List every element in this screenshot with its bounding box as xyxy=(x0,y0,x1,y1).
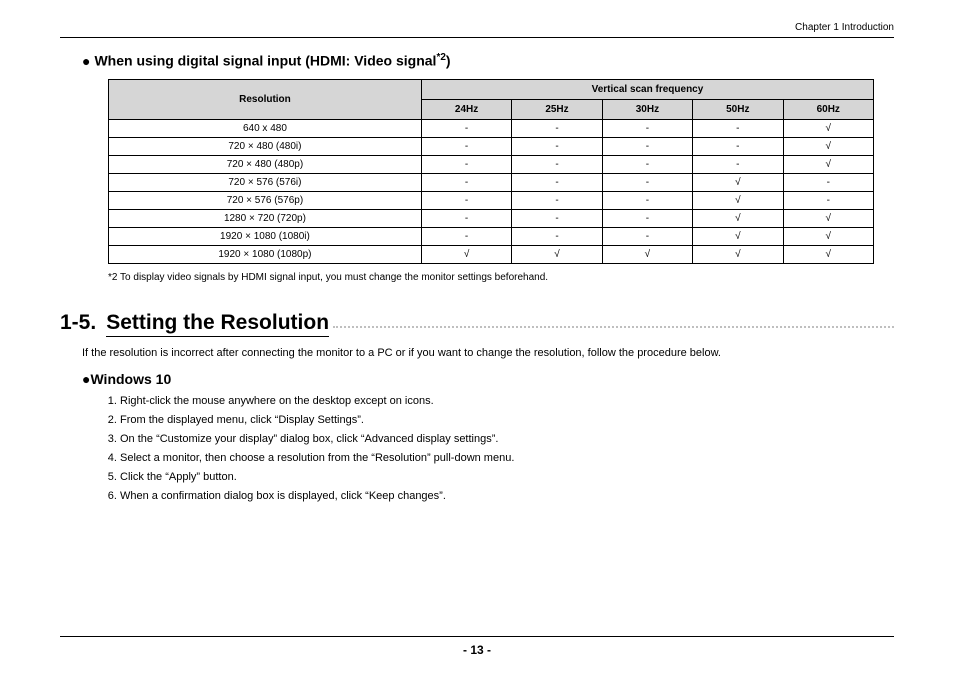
windows10-title: Windows 10 xyxy=(90,371,171,387)
cell: √ xyxy=(783,245,873,263)
table-row: 1920 × 1080 (1080p) √ √ √ √ √ xyxy=(109,245,874,263)
cell-res: 720 × 480 (480i) xyxy=(109,137,422,155)
footer: - 13 - xyxy=(60,636,894,657)
cell: - xyxy=(783,173,873,191)
table-row: 720 × 576 (576p) - - - √ - xyxy=(109,191,874,209)
th-60hz: 60Hz xyxy=(783,99,873,119)
list-item: From the displayed menu, click “Display … xyxy=(120,414,894,426)
table-row: 720 × 480 (480p) - - - - √ xyxy=(109,155,874,173)
cell: - xyxy=(421,209,511,227)
cell: √ xyxy=(783,155,873,173)
table-body: 640 x 480 - - - - √ 720 × 480 (480i) - -… xyxy=(109,119,874,263)
section-intro: If the resolution is incorrect after con… xyxy=(82,347,894,359)
cell: - xyxy=(421,227,511,245)
cell: √ xyxy=(512,245,602,263)
cell-res: 720 × 576 (576p) xyxy=(109,191,422,209)
chapter-label: Chapter 1 Introduction xyxy=(60,22,894,33)
cell: - xyxy=(512,191,602,209)
cell: √ xyxy=(693,173,783,191)
cell: - xyxy=(512,227,602,245)
cell: - xyxy=(602,155,692,173)
cell: - xyxy=(602,173,692,191)
cell: - xyxy=(512,173,602,191)
cell: √ xyxy=(693,245,783,263)
th-resolution: Resolution xyxy=(109,79,422,119)
top-rule xyxy=(60,37,894,38)
cell: √ xyxy=(693,191,783,209)
subhead-sup: *2 xyxy=(436,52,445,63)
dotted-leader xyxy=(333,325,894,328)
cell: - xyxy=(602,191,692,209)
cell: - xyxy=(421,137,511,155)
subhead-prefix: When using digital signal input (HDMI: V… xyxy=(94,53,436,69)
table-header-row-1: Resolution Vertical scan frequency xyxy=(109,79,874,99)
cell: - xyxy=(512,137,602,155)
cell-res: 640 x 480 xyxy=(109,119,422,137)
cell: - xyxy=(512,209,602,227)
th-25hz: 25Hz xyxy=(512,99,602,119)
bottom-rule xyxy=(60,636,894,637)
cell: - xyxy=(602,227,692,245)
windows10-heading: ●Windows 10 xyxy=(82,371,894,387)
bullet-icon: ● xyxy=(82,53,90,69)
page-number: - 13 - xyxy=(60,643,894,657)
cell: - xyxy=(512,119,602,137)
th-30hz: 30Hz xyxy=(602,99,692,119)
resolution-table: Resolution Vertical scan frequency 24Hz … xyxy=(108,79,874,264)
cell: √ xyxy=(783,137,873,155)
subhead-suffix: ) xyxy=(446,53,451,69)
cell-res: 1920 × 1080 (1080i) xyxy=(109,227,422,245)
cell: - xyxy=(512,155,602,173)
list-item: Right-click the mouse anywhere on the de… xyxy=(120,395,894,407)
list-item: When a confirmation dialog box is displa… xyxy=(120,490,894,502)
table-row: 640 x 480 - - - - √ xyxy=(109,119,874,137)
cell: - xyxy=(421,155,511,173)
cell: - xyxy=(421,191,511,209)
cell: - xyxy=(693,119,783,137)
list-item: On the “Customize your display” dialog b… xyxy=(120,433,894,445)
cell: √ xyxy=(421,245,511,263)
list-item: Select a monitor, then choose a resoluti… xyxy=(120,452,894,464)
cell-res: 720 × 480 (480p) xyxy=(109,155,422,173)
cell: √ xyxy=(693,227,783,245)
steps-list: Right-click the mouse anywhere on the de… xyxy=(102,395,894,502)
footnote: *2 To display video signals by HDMI sign… xyxy=(108,272,894,283)
table-row: 1920 × 1080 (1080i) - - - √ √ xyxy=(109,227,874,245)
section-number: 1-5. xyxy=(60,311,96,335)
cell: - xyxy=(693,155,783,173)
th-50hz: 50Hz xyxy=(693,99,783,119)
list-item: Click the “Apply” button. xyxy=(120,471,894,483)
cell: √ xyxy=(602,245,692,263)
th-24hz: 24Hz xyxy=(421,99,511,119)
section-title: Setting the Resolution xyxy=(106,311,329,337)
cell: - xyxy=(602,119,692,137)
section-heading: 1-5. Setting the Resolution xyxy=(60,311,894,337)
cell-res: 1280 × 720 (720p) xyxy=(109,209,422,227)
page: Chapter 1 Introduction ●When using digit… xyxy=(0,0,954,675)
table-row: 1280 × 720 (720p) - - - √ √ xyxy=(109,209,874,227)
table-row: 720 × 576 (576i) - - - √ - xyxy=(109,173,874,191)
cell: - xyxy=(602,137,692,155)
subheading-hdmi: ●When using digital signal input (HDMI: … xyxy=(82,52,894,69)
cell: √ xyxy=(693,209,783,227)
cell-res: 1920 × 1080 (1080p) xyxy=(109,245,422,263)
cell: - xyxy=(693,137,783,155)
cell: - xyxy=(783,191,873,209)
cell: √ xyxy=(783,119,873,137)
cell-res: 720 × 576 (576i) xyxy=(109,173,422,191)
th-freq-group: Vertical scan frequency xyxy=(421,79,873,99)
cell: √ xyxy=(783,209,873,227)
cell: √ xyxy=(783,227,873,245)
cell: - xyxy=(421,173,511,191)
cell: - xyxy=(421,119,511,137)
table-row: 720 × 480 (480i) - - - - √ xyxy=(109,137,874,155)
cell: - xyxy=(602,209,692,227)
